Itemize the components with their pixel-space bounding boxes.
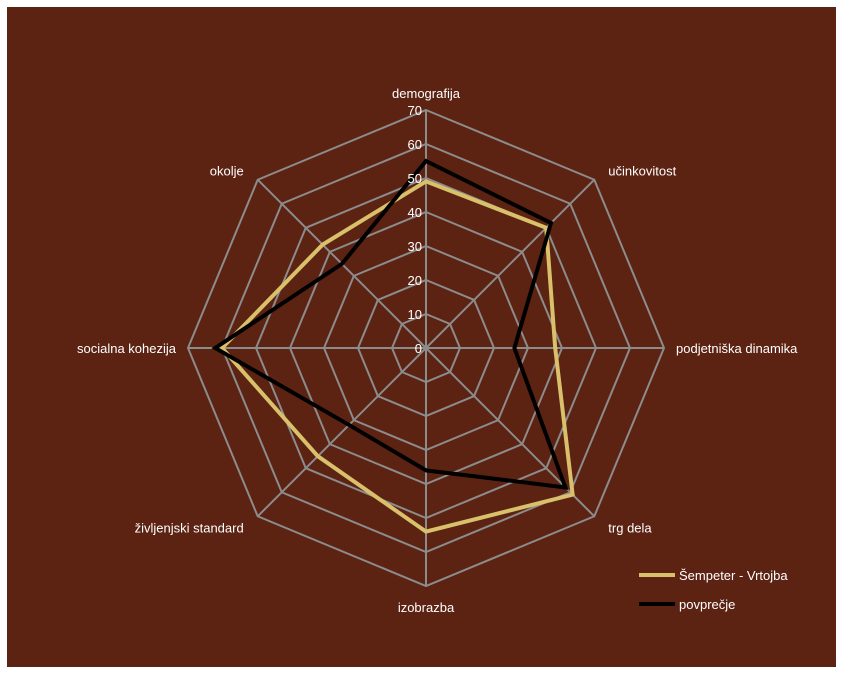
axis-label: učinkovitost [608, 164, 676, 179]
tick-label: 10 [408, 307, 422, 322]
axis-label: socialna kohezija [77, 341, 177, 356]
tick-label: 50 [408, 171, 422, 186]
legend: Šempeter - Vrtojba povprečje [639, 568, 788, 612]
series-line-povprecje [211, 158, 569, 490]
axis-label: podjetniška dinamika [676, 341, 798, 356]
radar-grid [186, 108, 666, 588]
chart-panel: 0 10 20 30 40 50 60 70 demografija učinkovitost p… [7, 7, 836, 667]
grid-spoke [257, 347, 427, 517]
radar-series [211, 158, 575, 534]
axis-label: trg dela [608, 520, 652, 535]
legend-label: povprečje [679, 597, 735, 612]
radial-tick-labels: 0 10 20 30 40 50 60 70 [408, 103, 422, 356]
tick-label: 60 [408, 137, 422, 152]
grid-spoke [425, 347, 595, 517]
series-line-sempeter-vrtojba [219, 179, 575, 534]
tick-label: 30 [408, 239, 422, 254]
axis-label: okolje [210, 164, 244, 179]
tick-label: 40 [408, 205, 422, 220]
legend-label: Šempeter - Vrtojba [679, 568, 788, 583]
radar-chart: 0 10 20 30 40 50 60 70 demografija učinkovitost p… [77, 86, 798, 615]
axis-label: demografija [392, 86, 461, 101]
tick-label: 0 [415, 341, 422, 356]
tick-label: 20 [408, 273, 422, 288]
grid-spoke [425, 179, 595, 349]
axis-labels: demografija učinkovitost podjetniška dinam… [77, 86, 798, 615]
axis-label: življenjski standard [135, 520, 244, 535]
tick-label: 70 [408, 103, 422, 118]
axis-label: izobrazba [398, 600, 455, 615]
